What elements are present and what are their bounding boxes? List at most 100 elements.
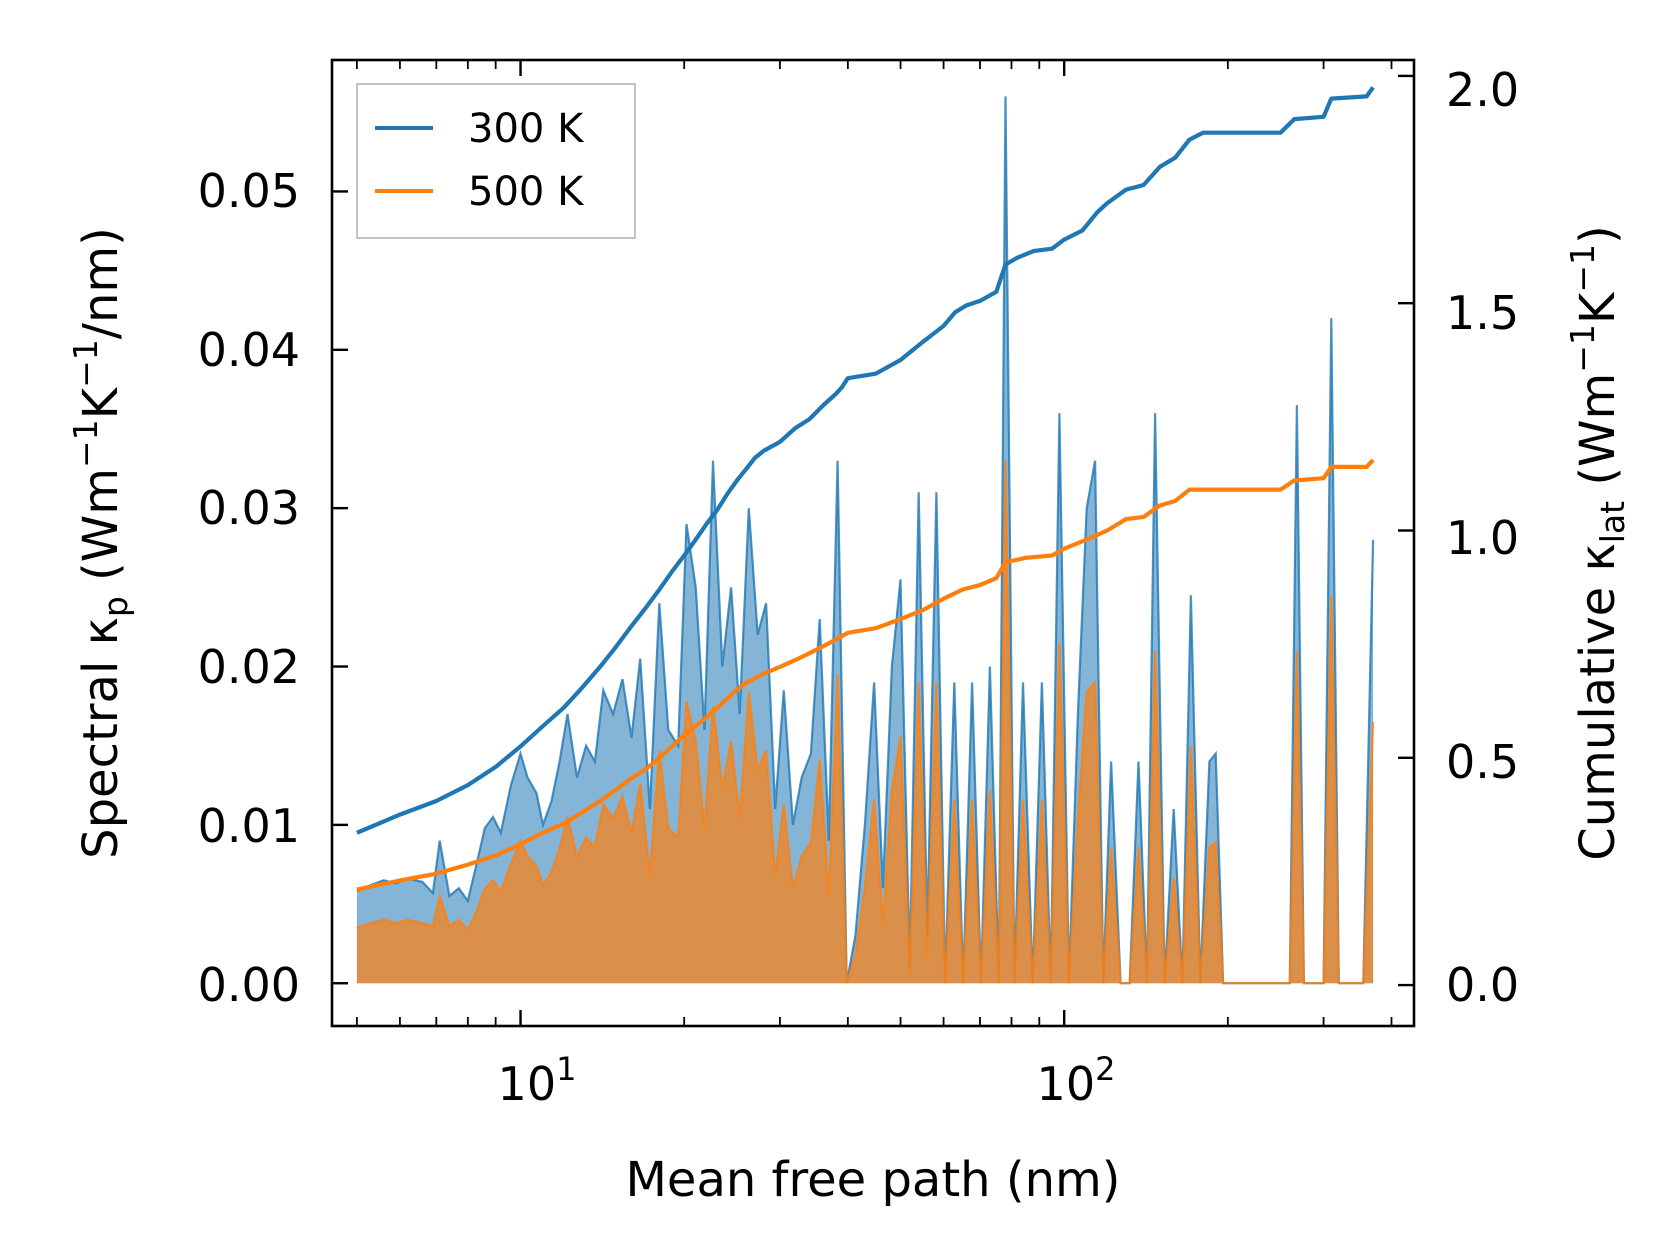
spectral-point bbox=[467, 900, 469, 902]
spectral-point bbox=[1331, 317, 1333, 319]
legend: 300 K 500 K bbox=[356, 83, 636, 239]
spectral-point bbox=[1209, 846, 1211, 848]
y-right-axis-label: Cumulative κlat (Wm−1K−1) bbox=[1563, 225, 1632, 861]
spectral-point bbox=[1110, 846, 1112, 848]
spectral-point bbox=[748, 507, 750, 509]
spectral-point bbox=[900, 735, 902, 737]
spectral-point bbox=[1005, 96, 1007, 98]
spectral-point bbox=[500, 832, 502, 834]
spectral-point bbox=[1032, 982, 1034, 984]
spectral-point bbox=[1190, 595, 1192, 597]
spectral-point bbox=[510, 785, 512, 787]
plot-frame bbox=[330, 58, 1416, 1028]
spectral-point bbox=[659, 750, 661, 752]
spectral-point bbox=[1200, 982, 1202, 984]
spectral-point bbox=[612, 713, 614, 715]
spectral-point bbox=[1182, 982, 1184, 984]
spectral-point bbox=[649, 808, 651, 810]
spectral-line-500k bbox=[356, 460, 1375, 985]
spectral-point bbox=[1296, 650, 1298, 652]
spectral-point bbox=[891, 666, 893, 668]
spectral-point bbox=[873, 799, 875, 801]
spectral-point bbox=[576, 777, 578, 779]
spectral-point bbox=[686, 701, 688, 703]
y-left-tick-label: 0.05 bbox=[198, 164, 300, 218]
spectral-point bbox=[1173, 876, 1175, 878]
spectral-area-500k bbox=[356, 460, 1374, 984]
spectral-point bbox=[432, 892, 434, 894]
spectral-point bbox=[356, 927, 358, 929]
spectral-point bbox=[882, 924, 884, 926]
spectral-point bbox=[730, 587, 732, 589]
spectral-point bbox=[1094, 460, 1096, 462]
spectral-point bbox=[944, 982, 946, 984]
spectral-point bbox=[855, 954, 857, 956]
spectral-point bbox=[1372, 539, 1374, 541]
spectral-point bbox=[527, 777, 529, 779]
spectral-point bbox=[1129, 982, 1131, 984]
spectral-point bbox=[520, 753, 522, 755]
spectral-point bbox=[695, 587, 697, 589]
spectral-point bbox=[622, 678, 624, 680]
spectral-point bbox=[567, 713, 569, 715]
spectral-area-300k bbox=[356, 96, 1374, 984]
y-right-tick-label: 2.0 bbox=[1446, 63, 1519, 117]
spectral-point bbox=[567, 816, 569, 818]
spectral-point bbox=[668, 729, 670, 731]
spectral-point bbox=[484, 827, 486, 829]
spectral-point bbox=[783, 804, 785, 806]
spectral-point bbox=[1338, 982, 1340, 984]
spectral-point bbox=[449, 895, 451, 897]
spectral-point bbox=[1005, 460, 1007, 462]
y-left-tick-label: 0.04 bbox=[198, 323, 300, 377]
spectral-point bbox=[989, 666, 991, 668]
y-right-tick-label: 1.0 bbox=[1446, 511, 1519, 565]
spectral-point bbox=[828, 840, 830, 842]
spectral-point bbox=[370, 922, 372, 924]
spectral-point bbox=[639, 783, 641, 785]
spectral-point bbox=[918, 682, 920, 684]
spectral-point bbox=[677, 837, 679, 839]
spectral-point bbox=[1041, 682, 1043, 684]
spectral-point bbox=[783, 690, 785, 692]
spectral-point bbox=[757, 634, 759, 636]
spectral-point bbox=[810, 753, 812, 755]
y-right-tick-label: 0.0 bbox=[1446, 958, 1519, 1012]
spectral-point bbox=[846, 982, 848, 984]
spectral-point bbox=[542, 824, 544, 826]
spectral-point bbox=[819, 618, 821, 620]
y-right-tick-label: 1.5 bbox=[1446, 286, 1519, 340]
spectral-point bbox=[551, 800, 553, 802]
spectral-point bbox=[603, 804, 605, 806]
spectral-point bbox=[1323, 982, 1325, 984]
spectral-point bbox=[810, 842, 812, 844]
legend-label-300k: 300 K bbox=[468, 106, 585, 152]
spectral-point bbox=[1154, 650, 1156, 652]
spectral-point bbox=[476, 911, 478, 913]
spectral-point bbox=[510, 864, 512, 866]
spectral-point bbox=[1094, 682, 1096, 684]
spectral-point bbox=[1209, 761, 1211, 763]
spectral-point bbox=[891, 789, 893, 791]
spectral-point bbox=[594, 761, 596, 763]
spectral-point bbox=[801, 777, 803, 779]
spectral-point bbox=[1146, 982, 1148, 984]
spectral-point bbox=[432, 925, 434, 927]
spectral-point bbox=[458, 919, 460, 921]
spectral-point bbox=[520, 840, 522, 842]
spectral-point bbox=[864, 824, 866, 826]
spectral-point bbox=[1222, 982, 1224, 984]
spectral-point bbox=[774, 808, 776, 810]
spectral-point bbox=[1086, 507, 1088, 509]
spectral-point bbox=[594, 846, 596, 848]
spectral-point bbox=[954, 799, 956, 801]
spectral-point bbox=[659, 602, 661, 604]
spectral-point bbox=[712, 705, 714, 707]
spectral-point bbox=[1059, 642, 1061, 644]
spectral-point bbox=[730, 740, 732, 742]
spectral-point bbox=[1296, 404, 1298, 406]
spectral-point bbox=[585, 745, 587, 747]
spectral-point bbox=[774, 875, 776, 877]
spectral-point bbox=[631, 832, 633, 834]
spectral-point bbox=[603, 690, 605, 692]
